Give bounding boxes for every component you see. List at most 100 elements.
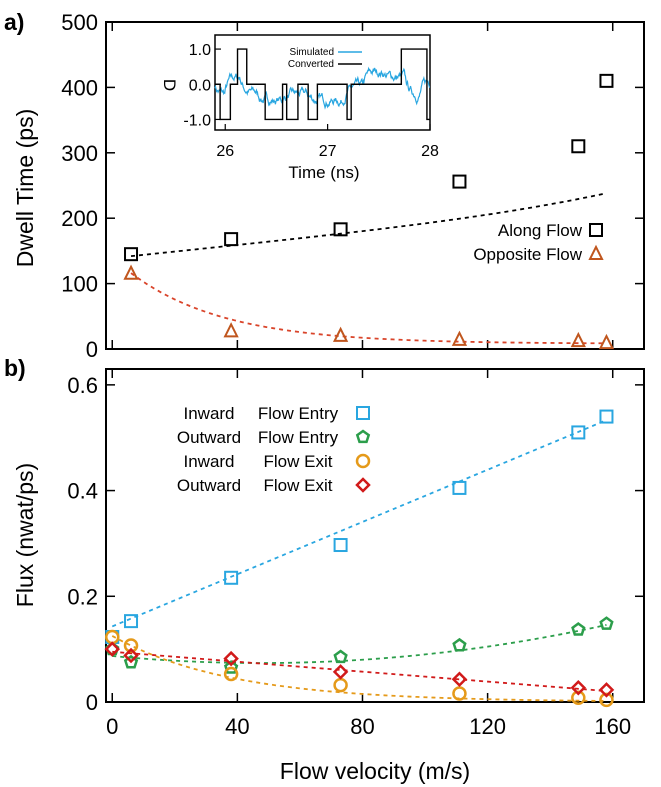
inward-flow-entry-point (452, 480, 467, 495)
outward-flow-entry-point (123, 654, 139, 669)
outward-flow-exit-point (598, 682, 615, 698)
along-flow-point (571, 139, 586, 154)
along-flow-point (124, 247, 139, 262)
panel-a-series (123, 73, 615, 350)
outward-flow-entry-legend-direction: Outward (177, 428, 241, 447)
opposite-flow-point (123, 264, 139, 280)
inward-flow-entry-point (224, 570, 239, 585)
inward-flow-exit-point (333, 677, 348, 693)
inward-flow-entry-legend-direction: Inward (183, 404, 234, 423)
panel-a-label: a) (4, 9, 24, 35)
inward-flow-entry-point (124, 614, 139, 629)
inward-flow-entry-legend-location: Flow Entry (258, 404, 339, 423)
panel-a-ticks: 0 100 200 300 400 500 (61, 10, 644, 362)
outward-flow-exit-legend-direction: Outward (177, 476, 241, 495)
outward-flow-entry-fit-line (112, 624, 607, 664)
inset-x-tick-label: 26 (216, 143, 234, 160)
outward-flow-entry-point (571, 622, 586, 636)
along-flow-point (599, 73, 614, 88)
panel-b-ticks: 0 0.2 0.4 0.6 0 40 80 120 160 (67, 369, 644, 739)
inset-y-axis-label: D (160, 79, 179, 91)
outward-flow-entry-legend-marker (355, 429, 371, 444)
inset-x-axis-label: Time (ns) (288, 163, 359, 182)
inset-ticks: 1.0 0.0 -1.0 26 27 28 (183, 42, 439, 160)
panel-b-label: b) (4, 355, 26, 381)
inset-plot-frame (214, 34, 431, 131)
inward-flow-exit-point (123, 638, 139, 653)
converted-legend-label: Converted (288, 59, 334, 70)
outward-flow-exit-fit-line (112, 650, 607, 692)
panel-b-y-axis-label: Flux (nwat/ps) (12, 463, 38, 607)
opposite-flow-legend-label: Opposite Flow (473, 245, 582, 264)
panel-b-plot-frame (105, 368, 645, 703)
inward-flow-exit-point (571, 690, 586, 706)
inward-flow-exit-point (105, 629, 120, 645)
inset-y-tick-label: 0.0 (189, 77, 211, 94)
opposite-flow-legend-marker (588, 244, 604, 260)
outward-flow-exit-point (123, 647, 139, 664)
panel-b-y-tick-label: 0 (86, 690, 98, 715)
opposite-flow-point (570, 331, 586, 348)
panel-a-y-tick-label: 200 (61, 206, 98, 231)
outward-flow-exit-point (570, 679, 587, 696)
panel-b: b) Flux (nwat/ps) 00.20.40.60 40 80 120 160 … (4, 355, 645, 784)
opposite-flow-point (598, 333, 615, 350)
opposite-flow-point (332, 326, 349, 342)
panel-a-legend: Along Flow Opposite Flow (473, 221, 604, 264)
inward-flow-exit-point (599, 692, 614, 708)
outward-flow-exit-legend-marker (355, 477, 371, 493)
outward-flow-exit-point (332, 664, 349, 680)
panel-a-y-tick-label: 100 (61, 272, 98, 297)
outward-flow-entry-point (452, 637, 467, 652)
inward-flow-entry-point (571, 425, 586, 440)
panel-a-y-tick-label: 400 (61, 75, 98, 100)
converted-line (215, 48, 430, 121)
inward-flow-exit-legend-location: Flow Exit (264, 452, 333, 471)
inward-flow-exit-point (223, 666, 239, 682)
along-flow-point (452, 174, 467, 189)
x-tick-label: 80 (350, 714, 374, 739)
inset-x-tick-label: 28 (421, 143, 439, 160)
panel-b-y-tick-label: 0.2 (67, 584, 98, 609)
panel-b-series (104, 409, 615, 708)
panel-a-y-tick-label: 300 (61, 141, 98, 166)
opposite-flow-point (223, 322, 239, 338)
inward-flow-exit-point (452, 686, 467, 701)
along-flow-point (333, 222, 348, 237)
inward-flow-exit-legend-marker (355, 453, 371, 469)
panel-a-y-tick-label: 500 (61, 10, 98, 35)
inward-flow-entry-fit-line (111, 419, 607, 628)
panel-a-plot-frame (105, 21, 645, 350)
x-tick-label: 40 (225, 714, 249, 739)
inset-lines (214, 48, 431, 121)
inward-flow-entry-point (333, 538, 348, 553)
simulated-line (214, 66, 431, 110)
panel-b-legend: Inward Flow Entry Outward Flow Entry Inward F… (177, 404, 371, 495)
along-flow-legend-label: Along Flow (498, 221, 583, 240)
x-tick-label: 160 (594, 714, 631, 739)
inward-flow-exit-fit-line (111, 635, 607, 702)
outward-flow-entry-point (599, 616, 614, 630)
along-flow-point (224, 232, 239, 247)
panel-b-y-tick-label: 0.6 (67, 373, 98, 398)
opposite-flow-fit-line (130, 272, 607, 345)
inset-y-tick-label: 1.0 (189, 42, 211, 59)
outward-flow-exit-point (223, 650, 239, 667)
outward-flow-entry-point (333, 649, 348, 664)
inset-x-tick-label: 27 (319, 143, 337, 160)
outward-flow-entry-point (223, 660, 239, 674)
outward-flow-exit-legend-location: Flow Exit (264, 476, 333, 495)
outward-flow-entry-legend-location: Flow Entry (258, 428, 339, 447)
panel-a-y-axis-label: Dwell Time (ps) (12, 109, 38, 267)
panel-b-y-tick-label: 0.4 (67, 479, 98, 504)
simulated-legend-label: Simulated (290, 47, 334, 58)
inward-flow-exit-legend-direction: Inward (183, 452, 234, 471)
opposite-flow-point (451, 330, 468, 346)
inward-flow-entry-legend-marker (356, 406, 370, 420)
panel-a: a) Dwell Time (ps) 0 100 200 300 400 500 Alon… (4, 9, 645, 362)
x-tick-label: 0 (106, 714, 118, 739)
inset-y-tick-label: -1.0 (183, 112, 211, 129)
